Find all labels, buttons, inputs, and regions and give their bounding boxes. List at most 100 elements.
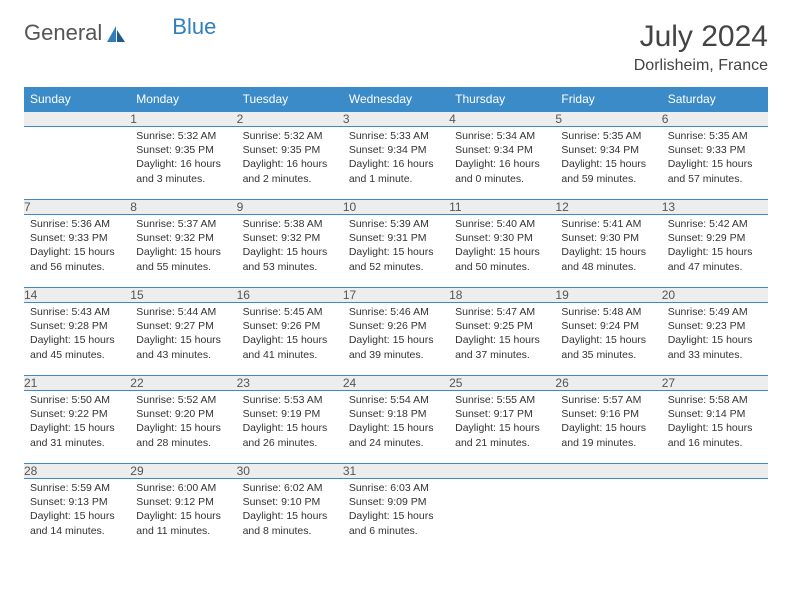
daylight-label: Daylight: bbox=[561, 334, 602, 346]
sunset-value: 9:32 PM bbox=[281, 232, 320, 244]
day-number: 22 bbox=[130, 376, 143, 390]
day-number-cell: 8 bbox=[130, 200, 236, 215]
day-number: 8 bbox=[130, 200, 137, 214]
sunrise-label: Sunrise: bbox=[243, 482, 282, 494]
calendar-table: Sunday Monday Tuesday Wednesday Thursday… bbox=[24, 87, 768, 551]
day-number-cell: 16 bbox=[237, 288, 343, 303]
sunrise-value: 5:46 AM bbox=[390, 306, 429, 318]
sunrise-label: Sunrise: bbox=[30, 218, 69, 230]
sunset-value: 9:33 PM bbox=[69, 232, 108, 244]
sunset-label: Sunset: bbox=[668, 320, 704, 332]
day-number-cell: 21 bbox=[24, 376, 130, 391]
week-info-row: Sunrise: 5:50 AM Sunset: 9:22 PM Daylight:… bbox=[24, 391, 768, 464]
sunset-value: 9:26 PM bbox=[387, 320, 426, 332]
sunrise-value: 5:32 AM bbox=[284, 130, 323, 142]
day-info: Sunrise: 5:35 AMSunset: 9:33 PMDaylight:… bbox=[662, 127, 768, 190]
sunrise-label: Sunrise: bbox=[455, 218, 494, 230]
sunset-label: Sunset: bbox=[668, 232, 704, 244]
sunrise-value: 5:45 AM bbox=[284, 306, 323, 318]
sunset-label: Sunset: bbox=[136, 232, 172, 244]
day-info: Sunrise: 5:44 AMSunset: 9:27 PMDaylight:… bbox=[130, 303, 236, 366]
day-number: 31 bbox=[343, 464, 356, 478]
day-number-cell: 31 bbox=[343, 464, 449, 479]
day-number-cell: 28 bbox=[24, 464, 130, 479]
day-number: 2 bbox=[237, 112, 244, 126]
week-info-row: Sunrise: 5:36 AMSunset: 9:33 PMDaylight:… bbox=[24, 215, 768, 288]
week-daynum-row: 78910111213 bbox=[24, 200, 768, 215]
day-info: Sunrise: 5:34 AMSunset: 9:34 PMDaylight:… bbox=[449, 127, 555, 190]
logo-sail-icon bbox=[106, 25, 126, 43]
sunrise-label: Sunrise: bbox=[349, 394, 388, 406]
sunrise-value: 5:38 AM bbox=[284, 218, 323, 230]
daylight-label: Daylight: bbox=[349, 422, 390, 434]
header: General Blue July 2024 Dorlisheim, Franc… bbox=[24, 20, 768, 75]
day-number-cell: 15 bbox=[130, 288, 236, 303]
sunrise-value: 6:02 AM bbox=[284, 482, 323, 494]
day-number: 15 bbox=[130, 288, 143, 302]
sunrise-value: 5:58 AM bbox=[709, 394, 748, 406]
day-info-cell: Sunrise: 5:46 AMSunset: 9:26 PMDaylight:… bbox=[343, 303, 449, 376]
day-number: 1 bbox=[130, 112, 137, 126]
sunrise-label: Sunrise: bbox=[30, 394, 69, 406]
sunset-value: 9:18 PM bbox=[387, 408, 426, 420]
daylight-label: Daylight: bbox=[243, 158, 284, 170]
sunset-value: 9:34 PM bbox=[600, 144, 639, 156]
sunrise-value: 5:54 AM bbox=[390, 394, 429, 406]
day-number-cell: 12 bbox=[555, 200, 661, 215]
sunset-value: 9:35 PM bbox=[175, 144, 214, 156]
sunrise-label: Sunrise: bbox=[136, 482, 175, 494]
day-info-cell: Sunrise: 5:55 AMSunset: 9:17 PMDaylight:… bbox=[449, 391, 555, 464]
day-number-cell bbox=[555, 464, 661, 479]
sunset-label: Sunset: bbox=[455, 408, 491, 420]
week-info-row: Sunrise: 5:59 AMSunset: 9:13 PMDaylight:… bbox=[24, 479, 768, 552]
day-info-cell: Sunrise: 5:41 AMSunset: 9:30 PMDaylight:… bbox=[555, 215, 661, 288]
day-number-cell bbox=[449, 464, 555, 479]
sunset-label: Sunset: bbox=[668, 408, 704, 420]
sunrise-value: 5:50 AM bbox=[71, 394, 110, 406]
day-number-cell: 13 bbox=[662, 200, 768, 215]
day-info-cell: Sunrise: 5:42 AMSunset: 9:29 PMDaylight:… bbox=[662, 215, 768, 288]
sunset-label: Sunset: bbox=[455, 144, 491, 156]
daylight-label: Daylight: bbox=[349, 246, 390, 258]
sunset-value: 9:34 PM bbox=[387, 144, 426, 156]
sunset-value: 9:25 PM bbox=[494, 320, 533, 332]
day-info-cell: Sunrise: 5:45 AMSunset: 9:26 PMDaylight:… bbox=[237, 303, 343, 376]
day-number-cell: 10 bbox=[343, 200, 449, 215]
day-number: 10 bbox=[343, 200, 356, 214]
sunrise-label: Sunrise: bbox=[136, 130, 175, 142]
day-info-cell: Sunrise: 5:49 AMSunset: 9:23 PMDaylight:… bbox=[662, 303, 768, 376]
logo-text-1: General bbox=[24, 20, 102, 46]
day-info-cell: Sunrise: 5:37 AMSunset: 9:32 PMDaylight:… bbox=[130, 215, 236, 288]
dow-saturday: Saturday bbox=[662, 87, 768, 112]
sunset-value: 9:13 PM bbox=[69, 496, 108, 508]
sunset-value: 9:22 PM bbox=[69, 408, 108, 420]
sunset-label: Sunset: bbox=[349, 496, 385, 508]
sunrise-value: 5:47 AM bbox=[497, 306, 536, 318]
day-info-cell bbox=[555, 479, 661, 552]
sunset-label: Sunset: bbox=[349, 320, 385, 332]
day-number-cell: 11 bbox=[449, 200, 555, 215]
day-info-cell: Sunrise: 5:48 AMSunset: 9:24 PMDaylight:… bbox=[555, 303, 661, 376]
daylight-label: Daylight: bbox=[243, 422, 284, 434]
day-number: 29 bbox=[130, 464, 143, 478]
day-number: 20 bbox=[662, 288, 675, 302]
sunrise-value: 5:32 AM bbox=[178, 130, 217, 142]
day-info: Sunrise: 5:58 AMSunset: 9:14 PMDaylight:… bbox=[662, 391, 768, 454]
location: Dorlisheim, France bbox=[634, 57, 768, 75]
dow-monday: Monday bbox=[130, 87, 236, 112]
sunrise-label: Sunrise: bbox=[243, 130, 282, 142]
month-title: July 2024 bbox=[634, 20, 768, 53]
day-info-cell: Sunrise: 5:38 AMSunset: 9:32 PMDaylight:… bbox=[237, 215, 343, 288]
sunrise-label: Sunrise: bbox=[668, 130, 707, 142]
sunrise-value: 6:00 AM bbox=[178, 482, 217, 494]
day-info-cell: Sunrise: 5:32 AMSunset: 9:35 PMDaylight:… bbox=[237, 127, 343, 200]
daylight-label: Daylight: bbox=[668, 334, 709, 346]
sunset-value: 9:31 PM bbox=[387, 232, 426, 244]
daylight-label: Daylight: bbox=[349, 334, 390, 346]
day-number: 30 bbox=[237, 464, 250, 478]
daylight-label: Daylight: bbox=[349, 510, 390, 522]
sunset-label: Sunset: bbox=[136, 144, 172, 156]
day-number-cell: 26 bbox=[555, 376, 661, 391]
sunset-label: Sunset: bbox=[136, 496, 172, 508]
sunrise-value: 5:35 AM bbox=[603, 130, 642, 142]
